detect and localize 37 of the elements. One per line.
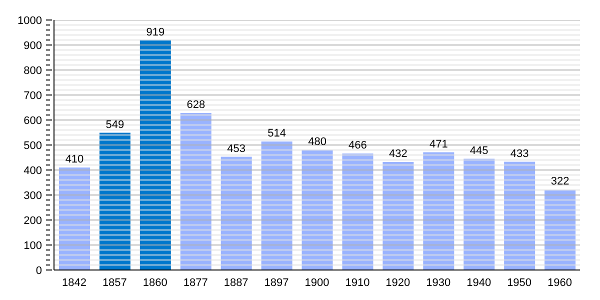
y-tick-label: 800 — [24, 65, 42, 77]
data-label: 432 — [389, 148, 408, 160]
y-tick-label: 100 — [24, 240, 42, 252]
data-label: 549 — [106, 118, 124, 131]
data-label: 628 — [186, 99, 206, 111]
data-label: 410 — [65, 154, 84, 166]
data-label: 445 — [470, 144, 488, 157]
x-tick-label: 1877 — [183, 276, 208, 289]
data-label: 433 — [510, 148, 529, 160]
x-tick-label: 1950 — [507, 276, 532, 289]
data-label: 471 — [429, 138, 448, 150]
y-tick-label: 1000 — [18, 15, 42, 27]
x-tick-label: 1960 — [548, 276, 572, 289]
data-label: 480 — [308, 136, 326, 148]
x-tick-label: 1930 — [426, 276, 451, 289]
y-tick-label: 500 — [24, 140, 42, 152]
y-tick-label: 300 — [24, 190, 42, 202]
data-label: 322 — [550, 176, 570, 188]
data-label: 919 — [146, 26, 165, 38]
data-label: 466 — [348, 140, 367, 152]
x-tick-label: 1842 — [62, 276, 86, 289]
x-tick-label: 1887 — [224, 276, 248, 289]
x-tick-label: 1940 — [466, 276, 492, 289]
y-tick-label: 0 — [36, 265, 42, 277]
x-tick-label: 1897 — [264, 276, 289, 289]
y-tick-label: 900 — [24, 40, 42, 52]
y-tick-label: 700 — [24, 90, 42, 102]
x-tick-label: 1900 — [304, 276, 330, 289]
data-label: 514 — [268, 128, 286, 140]
x-tick-label: 1857 — [102, 276, 127, 289]
y-tick-label: 200 — [24, 215, 42, 227]
x-tick-label: 1860 — [142, 276, 168, 289]
x-tick-label: 1910 — [345, 276, 370, 289]
x-tick-label: 1920 — [386, 276, 410, 289]
y-tick-label: 600 — [24, 115, 42, 127]
data-label: 453 — [227, 142, 246, 155]
y-tick-label: 400 — [24, 165, 42, 177]
